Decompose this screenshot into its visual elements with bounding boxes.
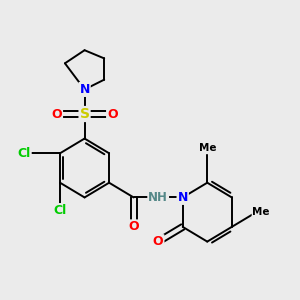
Text: O: O (51, 107, 62, 121)
Text: N: N (178, 191, 188, 204)
Text: NH: NH (148, 191, 168, 204)
Text: Me: Me (253, 207, 270, 217)
Text: N: N (80, 83, 90, 96)
Text: Me: Me (199, 143, 216, 153)
Text: Cl: Cl (17, 147, 31, 160)
Text: O: O (107, 107, 118, 121)
Text: S: S (80, 107, 90, 121)
Text: O: O (153, 235, 164, 248)
Text: O: O (128, 220, 139, 233)
Text: Cl: Cl (53, 204, 67, 217)
